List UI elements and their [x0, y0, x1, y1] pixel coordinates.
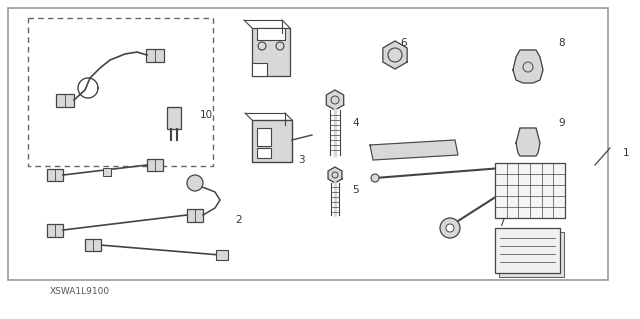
Bar	[47, 224, 63, 236]
Text: 9: 9	[558, 118, 564, 128]
Text: 6: 6	[400, 38, 406, 48]
Circle shape	[446, 224, 454, 232]
Bar	[56, 93, 74, 107]
Bar	[85, 239, 101, 251]
Bar	[257, 148, 271, 158]
Bar	[167, 107, 181, 129]
Bar	[103, 168, 111, 176]
Bar	[28, 18, 213, 166]
Text: 7: 7	[498, 218, 504, 228]
Bar	[257, 128, 271, 146]
Bar	[499, 232, 564, 277]
Bar	[495, 228, 560, 273]
Text: 5: 5	[352, 185, 358, 195]
Bar	[8, 8, 608, 280]
Polygon shape	[516, 128, 540, 156]
Circle shape	[371, 174, 379, 182]
Text: XSWA1L9100: XSWA1L9100	[50, 287, 110, 296]
Polygon shape	[326, 90, 344, 110]
Polygon shape	[370, 140, 458, 160]
Circle shape	[440, 218, 460, 238]
Text: 2: 2	[235, 215, 242, 225]
Text: 3: 3	[298, 155, 305, 165]
Bar	[146, 48, 164, 62]
Circle shape	[187, 175, 203, 191]
Polygon shape	[513, 50, 543, 83]
Bar	[47, 169, 63, 181]
Text: 8: 8	[558, 38, 564, 48]
Bar	[216, 250, 228, 260]
Bar	[187, 209, 203, 221]
Bar	[252, 63, 267, 76]
Polygon shape	[328, 167, 342, 183]
Text: 1: 1	[623, 148, 630, 158]
Text: 10: 10	[200, 110, 213, 120]
Polygon shape	[383, 41, 407, 69]
Bar	[252, 28, 290, 76]
Bar	[147, 159, 163, 171]
Text: 4: 4	[352, 118, 358, 128]
Bar	[257, 28, 285, 40]
Bar	[252, 120, 292, 162]
Bar	[495, 163, 565, 218]
